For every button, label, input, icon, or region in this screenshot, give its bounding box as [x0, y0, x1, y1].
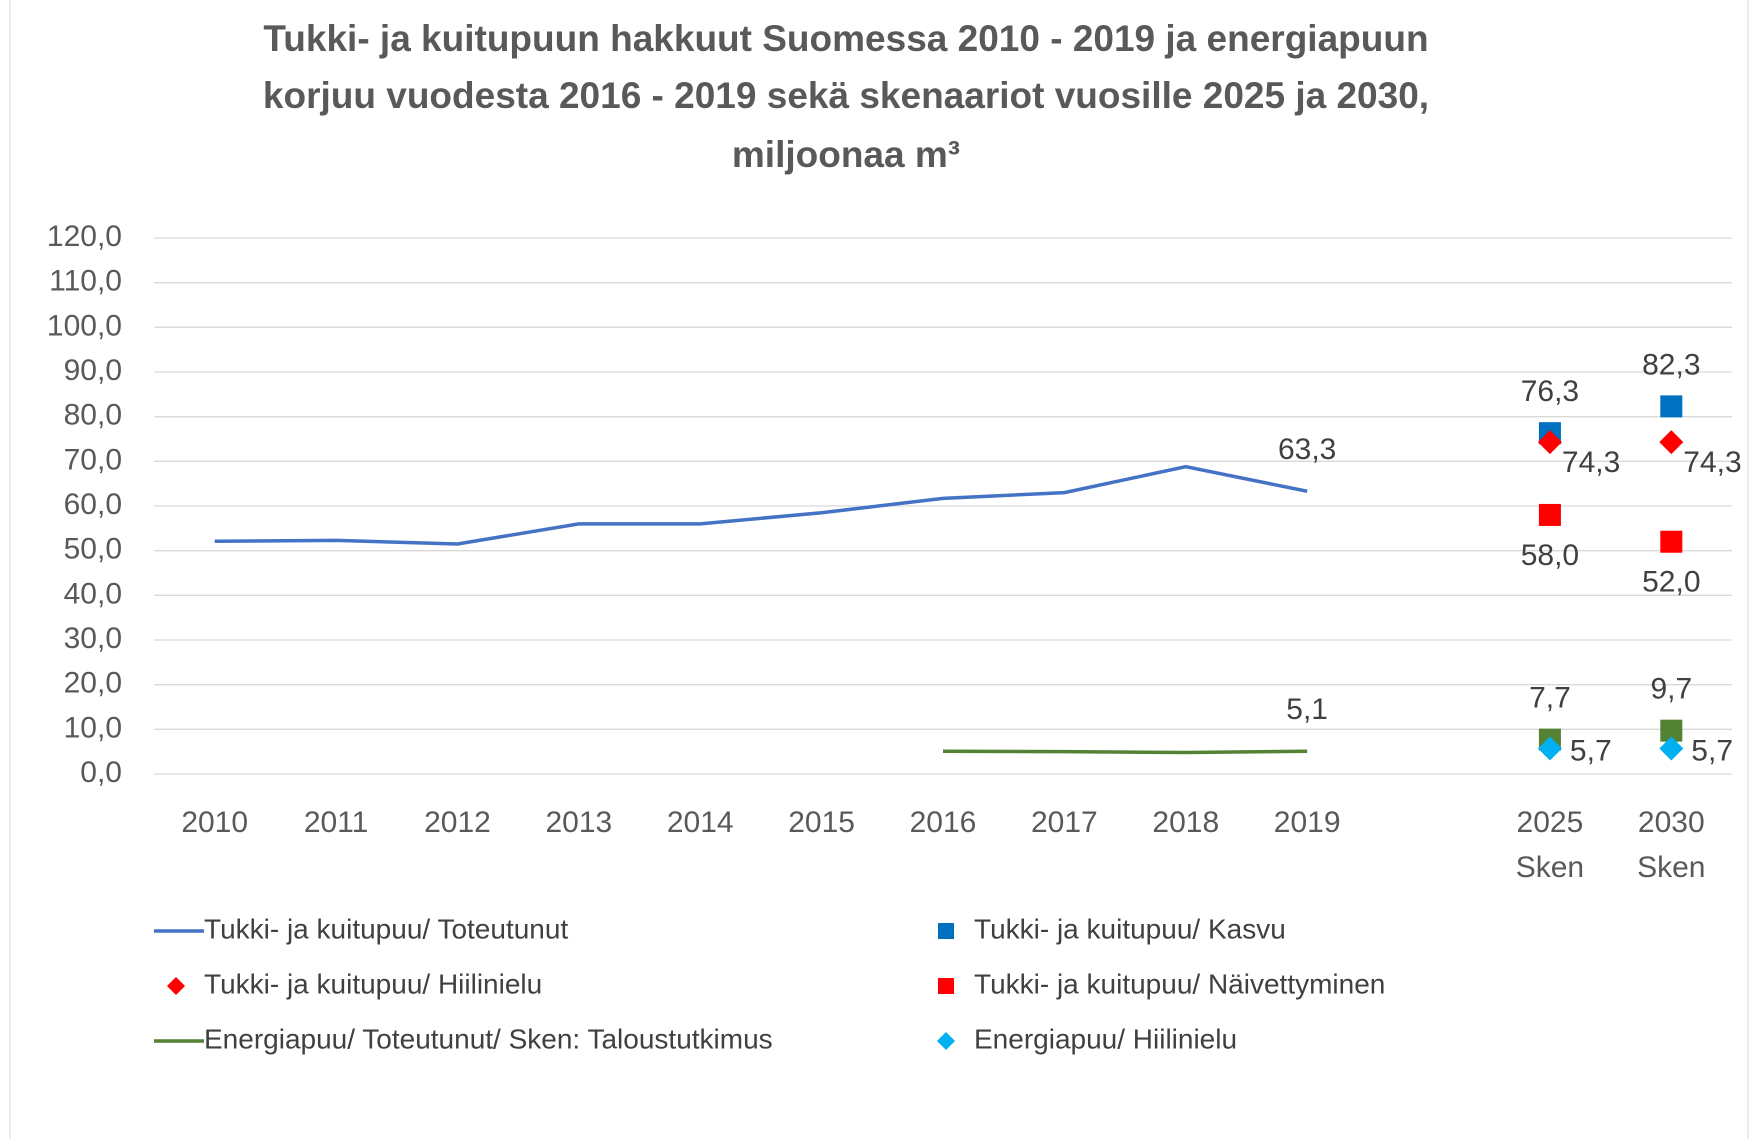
point	[1660, 719, 1683, 742]
y-tick-label: 50,0	[64, 533, 122, 566]
data-label: 82,3	[1642, 348, 1700, 381]
y-tick-label: 0,0	[80, 756, 122, 789]
y-tick-label: 40,0	[64, 577, 122, 610]
line	[214, 464, 1308, 546]
legend-label: Energiapuu/ Hiilinielu	[974, 1023, 1237, 1054]
line	[942, 749, 1308, 755]
legend-label: Tukki- ja kuitupuu/ Hiilinielu	[204, 968, 542, 999]
y-tick-label: 100,0	[47, 309, 122, 342]
legend-swatch	[167, 977, 185, 995]
data-label: 63,3	[1278, 433, 1336, 466]
legend-label: Energiapuu/ Toteutunut/ Sken: Taloustutk…	[204, 1023, 773, 1054]
x-tick-label: 2013	[545, 806, 612, 839]
point	[1537, 430, 1562, 455]
x-tick-label: 2016	[910, 806, 977, 839]
y-tick-label: 10,0	[64, 711, 122, 744]
x-tick-label: 2025 Sken	[1516, 806, 1584, 884]
data-label: 5,7	[1691, 734, 1733, 767]
data-label: 5,7	[1570, 734, 1612, 767]
data-label: 52,0	[1642, 566, 1700, 599]
data-label: 76,3	[1521, 375, 1579, 408]
data-label: 58,0	[1521, 539, 1579, 572]
y-tick-label: 80,0	[64, 399, 122, 432]
y-tick-label: 60,0	[64, 488, 122, 521]
legend-swatch	[937, 1032, 955, 1050]
chart-title: Tukki- ja kuitupuun hakkuut Suomessa 201…	[263, 18, 1428, 59]
y-tick-label: 120,0	[47, 220, 122, 253]
legend-swatch	[938, 923, 954, 939]
data-label: 7,7	[1529, 682, 1571, 715]
x-tick-label: 2014	[667, 806, 734, 839]
y-tick-label: 70,0	[64, 443, 122, 476]
legend-label: Tukki- ja kuitupuu/ Toteutunut	[204, 913, 568, 944]
y-tick-label: 20,0	[64, 667, 122, 700]
x-tick-label: 2012	[424, 806, 491, 839]
x-tick-label: 2011	[304, 806, 369, 839]
x-tick-label: 2017	[1031, 806, 1098, 839]
data-label: 9,7	[1650, 673, 1692, 706]
point	[1660, 395, 1683, 418]
x-tick-label: 2030 Sken	[1637, 806, 1705, 884]
point	[1659, 736, 1684, 761]
point	[1537, 736, 1562, 761]
point	[1659, 430, 1684, 455]
chart-title: miljoonaa m³	[732, 134, 960, 175]
x-tick-label: 2018	[1152, 806, 1219, 839]
legend-label: Tukki- ja kuitupuu/ Näivettyminen	[974, 968, 1385, 999]
data-label: 74,3	[1562, 446, 1620, 479]
y-tick-label: 110,0	[49, 265, 122, 298]
x-tick-label: 2019	[1274, 806, 1341, 839]
point	[1538, 503, 1561, 526]
legend-label: Tukki- ja kuitupuu/ Kasvu	[974, 913, 1286, 944]
y-tick-label: 30,0	[64, 622, 122, 655]
chart-title: korjuu vuodesta 2016 - 2019 sekä skenaar…	[263, 75, 1429, 116]
x-tick-label: 2010	[181, 806, 248, 839]
x-tick-label: 2015	[788, 806, 855, 839]
y-tick-label: 90,0	[64, 354, 122, 387]
data-label: 74,3	[1683, 446, 1741, 479]
legend-swatch	[938, 978, 954, 994]
data-label: 5,1	[1286, 693, 1328, 726]
point	[1660, 530, 1683, 553]
